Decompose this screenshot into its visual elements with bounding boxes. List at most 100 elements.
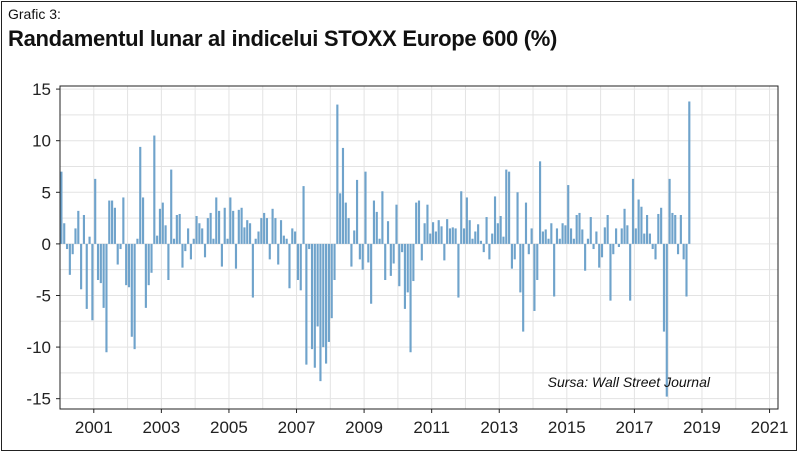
bar [569, 228, 573, 244]
bar [589, 217, 592, 244]
bar [257, 231, 260, 244]
bar [164, 225, 167, 244]
bar [189, 243, 192, 260]
bar [454, 228, 457, 244]
x-tick-label: 2015 [548, 418, 586, 437]
bar [201, 228, 204, 244]
bar [623, 208, 626, 244]
bar [308, 243, 311, 250]
figure-label: Grafic 3: [8, 6, 61, 22]
bar [600, 243, 604, 258]
bar [341, 147, 345, 244]
bar [688, 101, 691, 244]
bar [336, 104, 339, 244]
bar [279, 220, 283, 244]
bar [220, 243, 223, 267]
bar [671, 212, 674, 244]
bar [274, 218, 277, 244]
bar [564, 225, 567, 244]
bar [598, 243, 601, 268]
bar [94, 178, 97, 244]
bar [595, 231, 598, 244]
bar [381, 191, 384, 244]
bar [178, 213, 181, 244]
bar [392, 243, 395, 264]
bar [493, 196, 497, 244]
bar [361, 243, 364, 270]
bar [499, 216, 502, 244]
bar [606, 214, 609, 244]
bar [288, 243, 291, 289]
bar [544, 229, 547, 244]
bar [322, 243, 325, 348]
bar [364, 171, 367, 244]
bar [462, 228, 466, 244]
bar [553, 243, 556, 297]
bar [218, 210, 221, 244]
bar [65, 243, 69, 250]
bar [434, 231, 437, 244]
bar [198, 223, 201, 244]
bar [372, 200, 376, 244]
bar [206, 218, 209, 244]
bar [513, 243, 516, 260]
bars [60, 101, 691, 397]
y-tick-label: -5 [36, 286, 51, 305]
bar [158, 208, 162, 244]
bar [229, 197, 232, 244]
bar [102, 243, 105, 308]
bar [415, 202, 418, 244]
bar [437, 220, 440, 244]
bar [423, 223, 426, 244]
bar [105, 243, 108, 353]
bar [555, 228, 559, 244]
bar [412, 243, 415, 282]
bar [496, 223, 499, 244]
bar [676, 243, 680, 255]
bar [85, 243, 88, 309]
y-tick-label: 5 [42, 183, 51, 202]
bar [567, 185, 570, 244]
x-tick-label: 2021 [751, 418, 789, 437]
bar [313, 243, 316, 368]
bar [353, 230, 356, 244]
bar [660, 207, 663, 244]
bar [77, 210, 80, 244]
bar [316, 243, 319, 327]
bar [637, 199, 640, 244]
bar [113, 207, 116, 244]
bar [460, 191, 463, 244]
bar [184, 243, 187, 252]
bar [153, 135, 156, 244]
y-axis: 15 10 5 0 -5 -10 -15 [26, 80, 60, 409]
y-tick-label: 10 [32, 132, 51, 151]
bar [417, 200, 421, 244]
bar [615, 228, 618, 244]
bar [646, 214, 649, 244]
bar [654, 243, 657, 260]
bar [68, 243, 71, 275]
bar [626, 225, 629, 244]
bar [265, 218, 269, 244]
bar [578, 212, 581, 244]
bar [640, 206, 643, 244]
bar [327, 243, 330, 342]
bar [575, 214, 578, 244]
bar [522, 243, 525, 332]
bar [60, 171, 63, 244]
bar [468, 220, 471, 244]
bar [539, 161, 542, 244]
bar [519, 243, 522, 293]
bar [389, 243, 392, 276]
bar [243, 227, 246, 244]
bar [524, 202, 528, 244]
bar [516, 192, 519, 244]
x-tick-label: 2005 [210, 418, 248, 437]
bar [479, 240, 483, 244]
bar [426, 204, 429, 244]
bar [403, 243, 406, 309]
bar [558, 238, 561, 244]
bar [358, 243, 361, 260]
bar [133, 243, 136, 350]
